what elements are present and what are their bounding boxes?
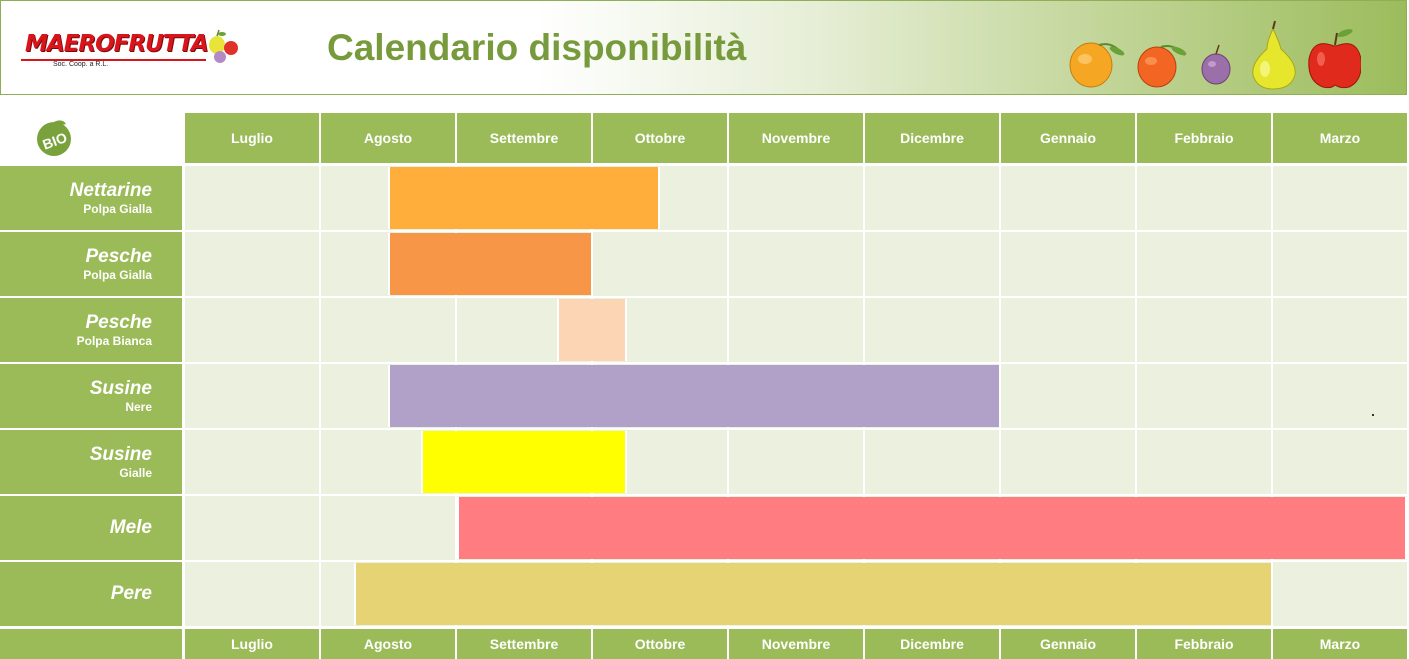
- grid-cell: [865, 430, 999, 494]
- grid-cell: [1273, 562, 1407, 626]
- availability-bar: [387, 365, 1001, 427]
- peach-icon: [1137, 45, 1187, 88]
- grid-cell: [321, 496, 455, 560]
- product-name: Susine: [89, 378, 152, 399]
- month-footer: Agosto: [321, 629, 455, 659]
- grid-cell: [185, 496, 319, 560]
- grid-cell: [1137, 364, 1271, 428]
- grid-cell: [1001, 430, 1135, 494]
- product-variety: Polpa Bianca: [76, 334, 152, 348]
- row-label: Pesche Polpa Bianca: [0, 298, 182, 362]
- product-name: Nettarine: [69, 180, 152, 201]
- month-header: Ottobre: [593, 113, 727, 163]
- grid-cell: [729, 298, 863, 362]
- grid-cell: [729, 430, 863, 494]
- row-label: Mele: [0, 496, 182, 560]
- grid-cell: [1137, 430, 1271, 494]
- month-footer: Marzo: [1273, 629, 1407, 659]
- month-header: Agosto: [321, 113, 455, 163]
- page-title: Calendario disponibilità: [327, 27, 747, 68]
- product-variety: Polpa Gialla: [83, 268, 152, 282]
- month-footer: Febbraio: [1137, 629, 1271, 659]
- availability-bar: [421, 431, 627, 493]
- grid-cell: [1273, 364, 1407, 428]
- grid-cell: [1273, 232, 1407, 296]
- grid-cell: [729, 232, 863, 296]
- pear-icon: [1252, 20, 1296, 90]
- month-footer: Gennaio: [1001, 629, 1135, 659]
- logo[interactable]: MAEROFRUTTA Soc. Coop. a R.L.: [21, 27, 251, 77]
- logo-underline: [21, 59, 206, 61]
- apple-icon: [1308, 29, 1361, 89]
- grid-cell: [865, 166, 999, 230]
- row-label: Pesche Polpa Gialla: [0, 232, 182, 296]
- grid-cell: [593, 232, 727, 296]
- product-name: Pesche: [85, 246, 152, 267]
- month-footer: Luglio: [185, 629, 319, 659]
- availability-bar: [387, 233, 593, 295]
- grid-cell: [185, 430, 319, 494]
- availability-bar: [557, 299, 627, 361]
- product-variety: Polpa Gialla: [83, 202, 152, 216]
- row-label: Nettarine Polpa Gialla: [0, 166, 182, 230]
- product-name: Susine: [89, 444, 152, 465]
- stray-dot: [1372, 414, 1374, 416]
- grid-cell: [185, 166, 319, 230]
- grid-cell: [185, 364, 319, 428]
- grid-cell: [729, 166, 863, 230]
- month-footer: Settembre: [457, 629, 591, 659]
- grid-cell: [1137, 232, 1271, 296]
- row-label: Susine Gialle: [0, 430, 182, 494]
- month-header: Gennaio: [1001, 113, 1135, 163]
- grid-cell: [1137, 166, 1271, 230]
- header: MAEROFRUTTA Soc. Coop. a R.L. Calendario…: [0, 0, 1407, 95]
- grid-cell: [185, 232, 319, 296]
- month-header: Febbraio: [1137, 113, 1271, 163]
- grid-cell: [321, 298, 455, 362]
- footer-corner: [0, 629, 182, 659]
- availability-bar: [387, 167, 660, 229]
- grid-cell: [1273, 430, 1407, 494]
- grid-cell: [1273, 298, 1407, 362]
- row-label: Pere: [0, 562, 182, 626]
- product-name: Mele: [109, 517, 152, 538]
- plum-icon: [1201, 44, 1231, 85]
- product-name: Pesche: [85, 312, 152, 333]
- month-header: Marzo: [1273, 113, 1407, 163]
- product-name: Pere: [110, 583, 152, 604]
- grid-cell: [1001, 298, 1135, 362]
- month-header: Dicembre: [865, 113, 999, 163]
- month-header: Settembre: [457, 113, 591, 163]
- grid-cell: [865, 298, 999, 362]
- row-label: Susine Nere: [0, 364, 182, 428]
- product-variety: Gialle: [119, 466, 152, 480]
- logo-subtitle: Soc. Coop. a R.L.: [53, 61, 109, 68]
- grid-cell: [1137, 298, 1271, 362]
- availability-bar: [354, 563, 1273, 625]
- logo-fruit-icon: [209, 29, 238, 63]
- grid-cell: [1001, 364, 1135, 428]
- month-footer: Novembre: [729, 629, 863, 659]
- bio-icon: BIO: [37, 120, 71, 156]
- logo-text: MAEROFRUTTA: [25, 31, 209, 57]
- month-footer: Dicembre: [865, 629, 999, 659]
- availability-bar: [456, 497, 1407, 559]
- grid-cell: [1273, 166, 1407, 230]
- grid-cell: [1001, 232, 1135, 296]
- grid-cell: [185, 562, 319, 626]
- grid-cell: [1001, 166, 1135, 230]
- grid-cell: [865, 232, 999, 296]
- grid-cell: [185, 298, 319, 362]
- month-header: Novembre: [729, 113, 863, 163]
- orange-icon: [1069, 42, 1125, 88]
- product-variety: Nere: [125, 400, 152, 414]
- fruits-illustration: [1069, 20, 1361, 90]
- month-header: Luglio: [185, 113, 319, 163]
- month-footer: Ottobre: [593, 629, 727, 659]
